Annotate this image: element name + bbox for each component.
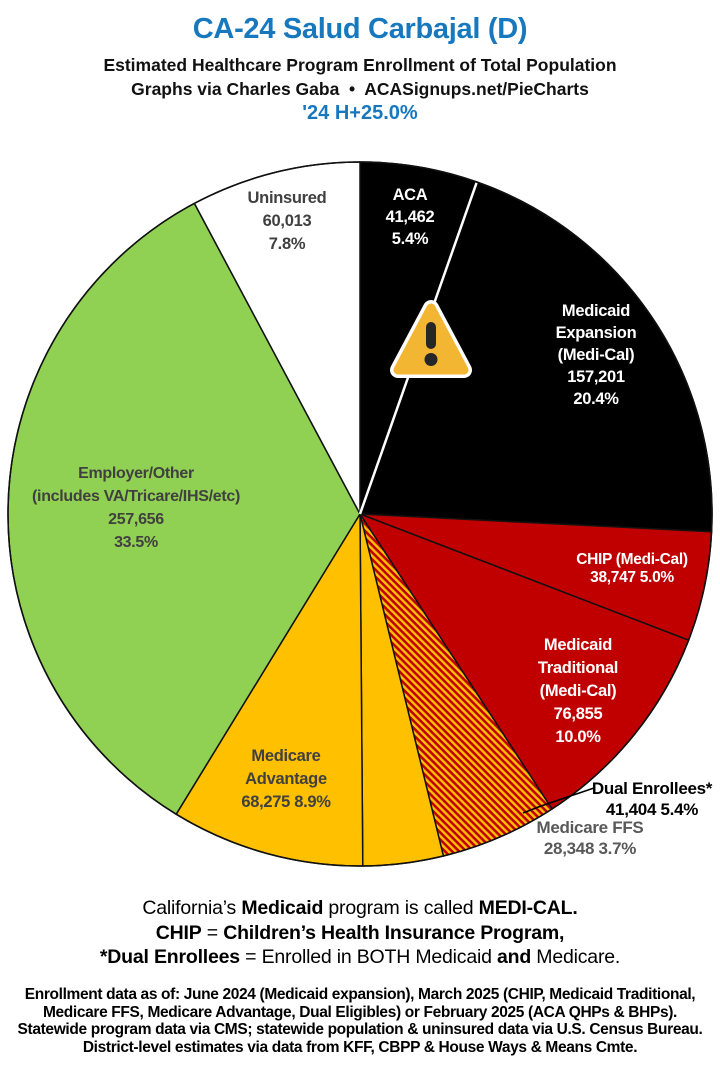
pie-wedges bbox=[7, 161, 713, 867]
warning-icon bbox=[390, 300, 472, 378]
pie-outline bbox=[7, 161, 713, 867]
slice-label-medicaid-traditional: Medicaid Traditional (Medi-Cal) 76,855 10.0% bbox=[538, 636, 618, 746]
note-chip: CHIP = Children’s Health Insurance Progr… bbox=[155, 921, 565, 944]
footer-line-3: Statewide program data via CMS; statewid… bbox=[17, 1021, 703, 1038]
note-medical: California’s Medicaid program is called … bbox=[142, 897, 578, 919]
footer-line-4: District-level estimates via data from K… bbox=[82, 1038, 638, 1056]
slice-label-medicare-advantage: Medicare Advantage 68,275 8.9% bbox=[241, 747, 331, 811]
note-dual: *Dual Enrollees = Enrolled in BOTH Medic… bbox=[99, 946, 621, 968]
medicare-ffs-label: Medicare FFS 28,348 3.7% bbox=[510, 817, 670, 859]
dual-enrollees-leader-line bbox=[522, 787, 595, 814]
slice-label-uninsured: Uninsured 60,013 7.8% bbox=[248, 189, 327, 253]
subtitle-h-change: '24 H+25.0% bbox=[302, 102, 418, 124]
dual-enrollees-label: Dual Enrollees* 41,404 5.4% bbox=[572, 778, 720, 820]
medicare-ffs-label-value: 28,348 3.7% bbox=[543, 839, 637, 858]
data-sources-footer: Enrollment data as of: June 2024 (Medica… bbox=[0, 986, 720, 1056]
medicare-ffs-label-name: Medicare FFS bbox=[536, 818, 644, 837]
dual-enrollees-label-value: 41,404 5.4% bbox=[605, 800, 699, 819]
footer-line-2: Medicare FFS, Medicare Advantage, Dual E… bbox=[42, 1003, 678, 1021]
footer-line-1: Enrollment data as of: June 2024 (Medica… bbox=[24, 986, 696, 1003]
medicaid-notes: California’s Medicaid program is called … bbox=[0, 896, 720, 970]
slice-label-employer-other: Employer/Other (includes VA/Tricare/IHS/e… bbox=[32, 465, 240, 551]
subtitle-enrollment: Estimated Healthcare Program Enrollment … bbox=[103, 55, 617, 75]
slice-label-medicaid-expansion: Medicaid Expansion (Medi-Cal) 157,201 20.4% bbox=[556, 302, 637, 408]
slice-labels: ACA 41,462 5.4% Medicaid Expansion (Medi-Cal)… bbox=[32, 186, 688, 811]
dual-enrollees-label-name: Dual Enrollees* bbox=[591, 779, 713, 798]
slice-label-aca: ACA 41,462 5.4% bbox=[386, 186, 435, 248]
slice-label-chip: CHIP (Medi-Cal) 38,747 5.0% bbox=[576, 551, 688, 586]
subtitle-attribution: Graphs via Charles Gaba • ACASignups.net… bbox=[131, 79, 589, 99]
pie-chart: ACA 41,462 5.4% Medicaid Expansion (Medi-Cal)… bbox=[7, 161, 713, 867]
page-title: CA-24 Salud Carbajal (D) bbox=[192, 13, 528, 45]
